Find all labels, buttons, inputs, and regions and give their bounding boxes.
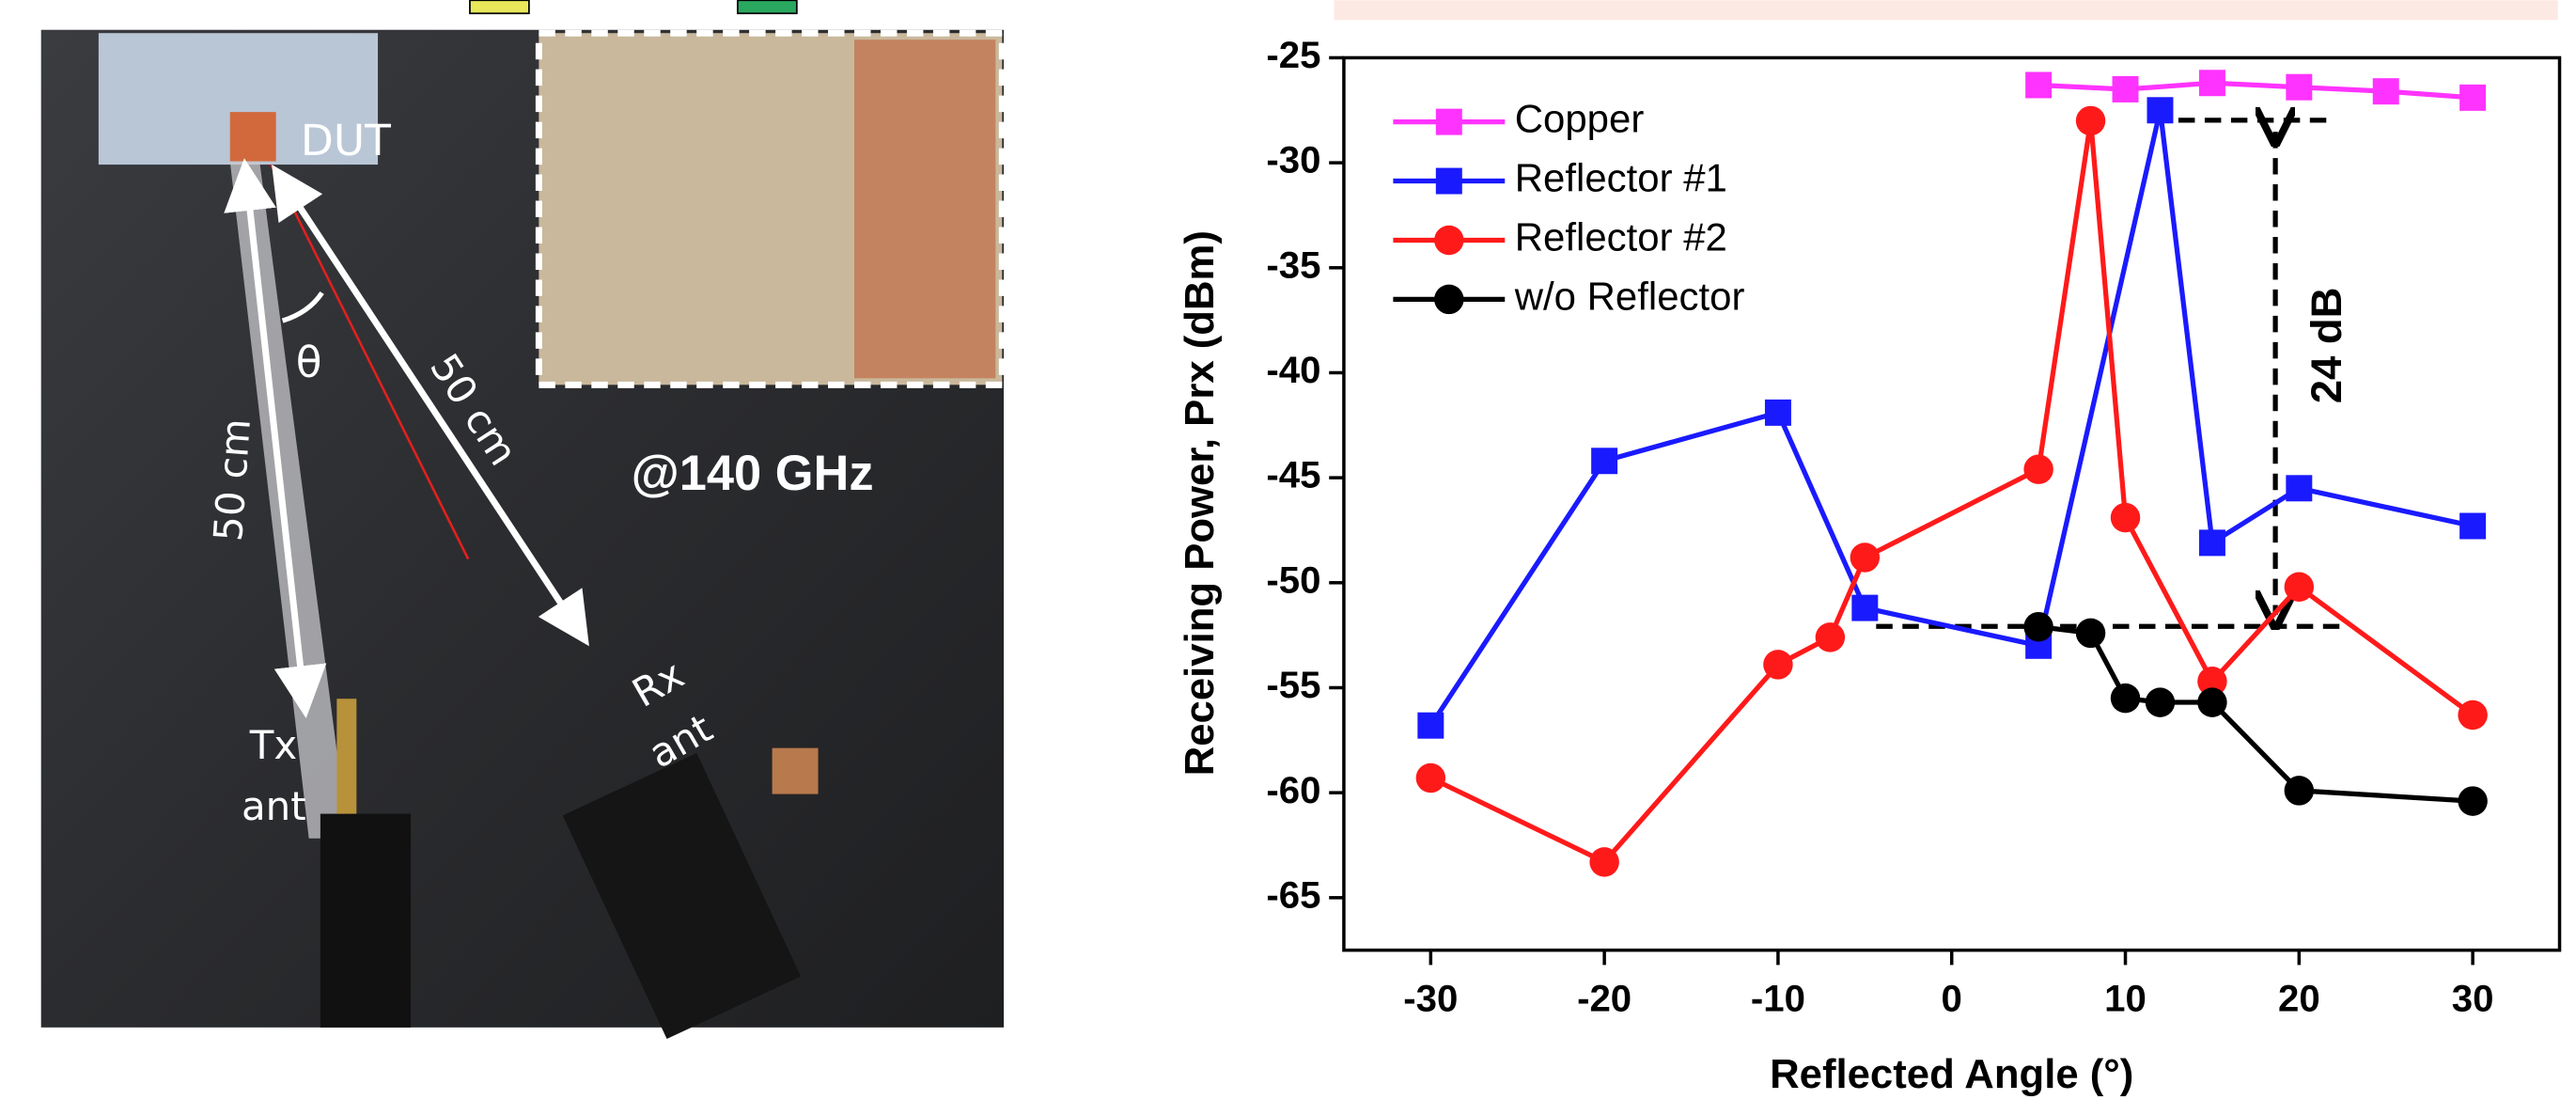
inset-copper <box>854 39 996 379</box>
marker <box>1764 399 1791 426</box>
marker <box>2075 618 2106 649</box>
series-line <box>2037 624 2474 804</box>
marker <box>1815 622 1846 652</box>
series-line <box>1429 109 2474 728</box>
dut <box>229 112 276 162</box>
y-tick-label: -25 <box>1266 34 1320 76</box>
sample <box>772 747 819 794</box>
legend-marker <box>1434 225 1464 256</box>
marker <box>1851 594 1879 621</box>
annotation-text: 24 dB <box>2303 287 2350 403</box>
theta-label: θ <box>296 338 322 387</box>
crop-swatch <box>469 0 530 15</box>
marker <box>2284 776 2315 806</box>
chart: Reflected Angle (°) Receiving Power, Prx… <box>1177 34 2562 1097</box>
marker <box>2075 105 2106 136</box>
marker <box>2145 687 2176 717</box>
y-tick-label: -40 <box>1266 349 1320 391</box>
crop-band <box>1334 0 2558 21</box>
x-tick-label: 30 <box>2452 977 2494 1019</box>
marker <box>2458 699 2488 731</box>
marker <box>1415 762 1446 794</box>
marker <box>2286 73 2313 101</box>
marker <box>2284 572 2315 603</box>
marker <box>2112 75 2139 102</box>
marker <box>2110 683 2141 714</box>
tx-label: Tx <box>249 722 297 768</box>
x-tick-label: -10 <box>1751 977 1805 1019</box>
marker <box>1417 712 1444 739</box>
x-axis-title: Reflected Angle (°) <box>1770 1051 2133 1097</box>
x-tick-label: 20 <box>2278 977 2320 1019</box>
series-line <box>2038 80 2474 101</box>
frequency-label: @140 GHz <box>632 447 874 501</box>
marker <box>2025 71 2053 99</box>
marker <box>1850 542 1881 573</box>
marker <box>2459 512 2487 540</box>
legend-label: Copper <box>1515 97 1645 141</box>
marker <box>2198 70 2225 97</box>
legend-label: w/o Reflector <box>1514 274 1745 318</box>
marker <box>2459 84 2487 111</box>
y-axis-title: Receiving Power, Prx (dBm) <box>1177 230 1223 776</box>
marker <box>2197 687 2227 717</box>
marker <box>1763 650 1793 680</box>
tx-label: ant <box>242 783 306 829</box>
legend-marker <box>1434 284 1464 315</box>
x-tick-label: -30 <box>1403 977 1458 1019</box>
legend-label: Reflector #1 <box>1515 156 1727 200</box>
tx-horn <box>336 699 357 814</box>
y-tick-label: -65 <box>1266 873 1320 916</box>
marker <box>2023 454 2053 484</box>
photo: DUT θ 50 cm 50 cm @140 GHz Tx ant Rx ant <box>40 29 1006 1040</box>
dut-label: DUT <box>301 116 391 165</box>
y-tick-label: -45 <box>1266 454 1320 496</box>
marker <box>2197 667 2227 697</box>
angle-arc <box>281 291 324 323</box>
legend-marker <box>1435 108 1462 135</box>
legend-label: Reflector #2 <box>1515 215 1727 259</box>
legend-marker <box>1435 167 1462 195</box>
crop-swatch <box>737 0 798 15</box>
marker <box>2458 786 2488 816</box>
rx-box <box>562 752 802 1040</box>
x-tick-label: -20 <box>1577 977 1631 1019</box>
y-tick-label: -55 <box>1266 664 1320 706</box>
marker <box>2110 502 2141 533</box>
marker <box>1589 847 1619 877</box>
marker <box>2286 475 2313 502</box>
rx-arrow <box>272 165 589 647</box>
marker <box>2023 611 2053 642</box>
marker <box>1591 448 1618 475</box>
y-tick-label: -30 <box>1266 139 1320 181</box>
y-tick-label: -60 <box>1266 769 1320 811</box>
tx-box <box>320 813 412 1028</box>
marker <box>2372 78 2399 105</box>
x-tick-label: 10 <box>2104 977 2147 1019</box>
marker <box>2147 97 2174 124</box>
tx-distance: 50 cm <box>205 417 259 543</box>
y-tick-label: -35 <box>1266 244 1320 286</box>
marker <box>2198 529 2225 557</box>
y-tick-label: -50 <box>1266 558 1320 601</box>
x-tick-label: 0 <box>1942 977 1962 1019</box>
